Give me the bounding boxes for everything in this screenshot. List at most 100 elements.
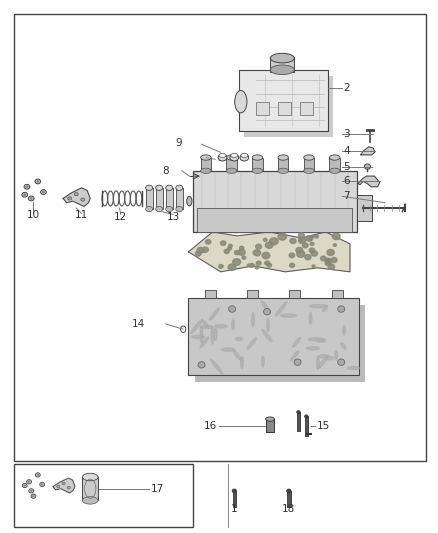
Ellipse shape: [294, 359, 301, 366]
Ellipse shape: [240, 246, 244, 250]
Ellipse shape: [261, 356, 264, 367]
Ellipse shape: [278, 155, 288, 160]
Ellipse shape: [155, 185, 162, 190]
Bar: [14, 14, 426, 461]
Ellipse shape: [195, 252, 201, 256]
Ellipse shape: [265, 242, 273, 248]
Ellipse shape: [187, 196, 192, 206]
Ellipse shape: [335, 351, 338, 360]
Ellipse shape: [304, 155, 314, 160]
Ellipse shape: [202, 247, 208, 252]
Ellipse shape: [304, 168, 314, 173]
Ellipse shape: [247, 338, 257, 349]
Ellipse shape: [30, 197, 33, 200]
Bar: [146, 188, 152, 209]
Ellipse shape: [328, 264, 335, 269]
Bar: [14, 464, 193, 527]
Ellipse shape: [316, 339, 325, 342]
Bar: [247, 290, 258, 298]
Bar: [252, 158, 263, 171]
Ellipse shape: [32, 495, 35, 497]
Ellipse shape: [297, 410, 300, 414]
Bar: [266, 419, 275, 432]
Ellipse shape: [146, 185, 152, 190]
Ellipse shape: [278, 233, 286, 240]
Ellipse shape: [332, 233, 340, 240]
Ellipse shape: [333, 244, 336, 246]
Ellipse shape: [329, 155, 340, 160]
Bar: [304, 416, 308, 435]
Ellipse shape: [293, 337, 300, 347]
Ellipse shape: [231, 154, 238, 158]
Bar: [155, 188, 162, 209]
Ellipse shape: [298, 233, 304, 238]
Ellipse shape: [276, 302, 287, 316]
Ellipse shape: [24, 184, 30, 189]
Ellipse shape: [191, 319, 203, 334]
Ellipse shape: [303, 243, 308, 248]
Ellipse shape: [176, 185, 183, 190]
Ellipse shape: [68, 197, 72, 200]
Bar: [357, 195, 372, 221]
Ellipse shape: [265, 261, 270, 265]
Ellipse shape: [229, 244, 232, 247]
Ellipse shape: [267, 319, 269, 332]
Ellipse shape: [36, 180, 39, 183]
Ellipse shape: [155, 206, 162, 212]
Ellipse shape: [211, 359, 223, 374]
Ellipse shape: [262, 329, 272, 342]
Ellipse shape: [230, 154, 239, 161]
Ellipse shape: [278, 168, 288, 173]
Ellipse shape: [67, 486, 71, 489]
Text: 13: 13: [166, 212, 180, 222]
Ellipse shape: [238, 249, 245, 255]
Bar: [244, 76, 333, 138]
Ellipse shape: [218, 154, 227, 161]
Ellipse shape: [338, 359, 345, 366]
Ellipse shape: [146, 206, 152, 212]
Bar: [287, 491, 290, 507]
Text: 18: 18: [282, 504, 296, 514]
Ellipse shape: [290, 263, 294, 268]
Ellipse shape: [205, 240, 211, 244]
Ellipse shape: [36, 474, 39, 476]
Ellipse shape: [221, 348, 235, 351]
Bar: [297, 412, 300, 431]
Ellipse shape: [22, 192, 28, 197]
Ellipse shape: [62, 482, 65, 484]
Bar: [166, 188, 173, 209]
Ellipse shape: [209, 308, 219, 320]
Bar: [290, 290, 300, 298]
Ellipse shape: [321, 256, 326, 261]
Ellipse shape: [201, 155, 211, 160]
Text: 14: 14: [131, 319, 145, 329]
Ellipse shape: [166, 185, 173, 190]
Ellipse shape: [226, 155, 237, 160]
Bar: [205, 290, 216, 298]
Bar: [233, 491, 236, 507]
Ellipse shape: [192, 335, 205, 338]
Ellipse shape: [262, 252, 270, 259]
Ellipse shape: [233, 259, 240, 265]
Bar: [304, 158, 314, 171]
Text: 11: 11: [75, 211, 88, 221]
Ellipse shape: [74, 192, 78, 196]
Ellipse shape: [326, 357, 333, 360]
Ellipse shape: [325, 261, 331, 265]
Bar: [197, 208, 352, 232]
Ellipse shape: [40, 482, 45, 487]
Polygon shape: [53, 478, 75, 493]
Bar: [176, 188, 183, 209]
Ellipse shape: [41, 483, 43, 486]
Ellipse shape: [343, 326, 345, 335]
Ellipse shape: [264, 309, 271, 315]
Ellipse shape: [281, 314, 297, 317]
Ellipse shape: [318, 356, 329, 369]
Text: 16: 16: [204, 421, 217, 431]
Ellipse shape: [211, 327, 214, 344]
Bar: [226, 158, 237, 171]
Ellipse shape: [317, 356, 319, 369]
Text: 5: 5: [343, 161, 350, 172]
Ellipse shape: [270, 53, 294, 63]
Ellipse shape: [235, 91, 247, 113]
